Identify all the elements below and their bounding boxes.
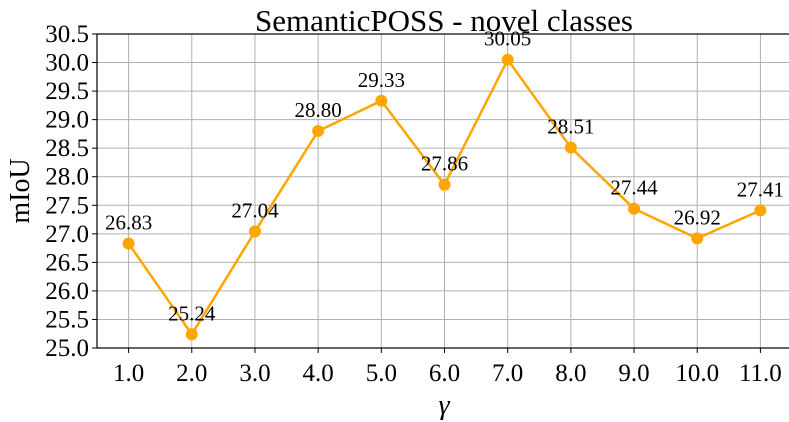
y-tick-label: 26.0 xyxy=(45,278,89,305)
data-label: 27.44 xyxy=(610,176,658,200)
axis-ticks: 25.025.526.026.527.027.528.028.529.029.5… xyxy=(45,21,782,387)
data-label: 27.04 xyxy=(231,199,279,223)
series-layer xyxy=(122,53,767,341)
data-labels: 26.83 25.24 27.04 28.80 29.33 27.86 30.05 28.51… xyxy=(105,27,784,326)
y-tick-label: 28.5 xyxy=(45,135,89,162)
chart-title: SemanticPOSS - novel classes xyxy=(255,3,633,38)
data-point xyxy=(564,141,577,154)
data-point xyxy=(122,237,135,250)
data-label: 28.51 xyxy=(547,115,594,139)
x-tick-label: 8.0 xyxy=(555,360,586,387)
x-tick-label: 1.0 xyxy=(113,360,144,387)
data-label: 26.92 xyxy=(674,205,721,229)
x-tick-label: 9.0 xyxy=(618,360,649,387)
data-label: 29.33 xyxy=(358,68,405,92)
x-tick-label: 4.0 xyxy=(303,360,334,387)
data-point xyxy=(375,94,388,107)
data-label: 27.86 xyxy=(421,152,468,176)
data-point xyxy=(312,125,325,138)
plot-frame xyxy=(96,33,789,349)
y-tick-label: 25.0 xyxy=(45,335,89,362)
x-tick-label: 6.0 xyxy=(429,360,460,387)
data-label: 26.83 xyxy=(105,211,152,235)
data-point xyxy=(754,204,767,217)
x-tick-label: 2.0 xyxy=(176,360,207,387)
y-tick-label: 29.5 xyxy=(45,78,89,105)
data-label: 27.41 xyxy=(737,177,784,201)
data-point xyxy=(248,225,261,238)
x-tick-label: 5.0 xyxy=(366,360,397,387)
x-tick-label: 3.0 xyxy=(239,360,270,387)
x-tick-label: 7.0 xyxy=(492,360,523,387)
y-tick-label: 28.0 xyxy=(45,164,89,191)
y-tick-label: 30.0 xyxy=(45,50,89,77)
x-tick-label: 10.0 xyxy=(675,360,719,387)
y-axis-label: mIoU xyxy=(5,158,36,223)
y-tick-label: 30.5 xyxy=(45,21,89,48)
data-label: 28.80 xyxy=(295,98,342,122)
data-label: 30.05 xyxy=(484,27,531,51)
data-point xyxy=(501,53,514,66)
data-point xyxy=(438,178,451,191)
x-tick-label: 11.0 xyxy=(739,360,782,387)
data-point xyxy=(185,328,198,341)
y-tick-label: 29.0 xyxy=(45,107,89,134)
y-tick-label: 27.0 xyxy=(45,221,89,248)
data-point xyxy=(628,202,641,215)
x-axis-label: γ xyxy=(438,390,450,421)
y-tick-label: 26.5 xyxy=(45,249,89,276)
data-point xyxy=(691,232,704,245)
data-label: 25.24 xyxy=(168,301,216,325)
y-tick-label: 27.5 xyxy=(45,192,89,219)
y-tick-label: 25.5 xyxy=(45,306,89,333)
